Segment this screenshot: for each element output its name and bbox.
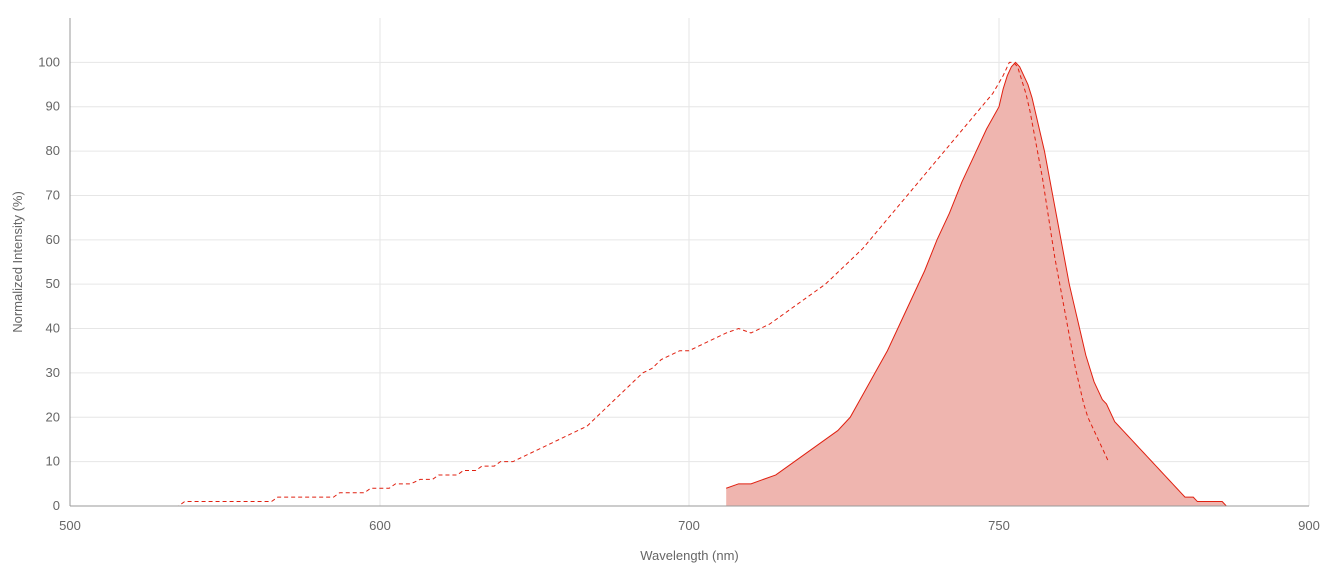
x-tick-label: 900 <box>1298 518 1320 533</box>
y-tick-label: 60 <box>46 232 60 247</box>
y-tick-label: 30 <box>46 365 60 380</box>
y-tick-label: 0 <box>53 498 60 513</box>
y-tick-label: 70 <box>46 187 60 202</box>
y-tick-label: 90 <box>46 99 60 114</box>
excitation-series-line <box>70 61 1109 507</box>
y-axis-title: Normalized Intensity (%) <box>10 191 25 333</box>
y-tick-label: 80 <box>46 143 60 158</box>
y-tick-label: 100 <box>38 54 60 69</box>
x-tick-labels: 500 600 700 750 900 <box>59 518 1320 533</box>
x-tick-label: 600 <box>369 518 391 533</box>
y-tick-labels: 0 10 20 30 40 50 60 70 80 90 100 <box>38 54 60 513</box>
x-tick-label: 750 <box>988 518 1010 533</box>
y-tick-label: 10 <box>46 454 60 469</box>
y-tick-label: 20 <box>46 409 60 424</box>
emission-area-fill <box>726 62 1305 507</box>
series-layer <box>70 61 1305 507</box>
x-tick-label: 700 <box>678 518 700 533</box>
y-tick-label: 50 <box>46 276 60 291</box>
x-axis-title: Wavelength (nm) <box>640 548 739 563</box>
y-tick-label: 40 <box>46 321 60 336</box>
x-tick-label: 500 <box>59 518 81 533</box>
emission-series-line <box>726 61 1305 507</box>
